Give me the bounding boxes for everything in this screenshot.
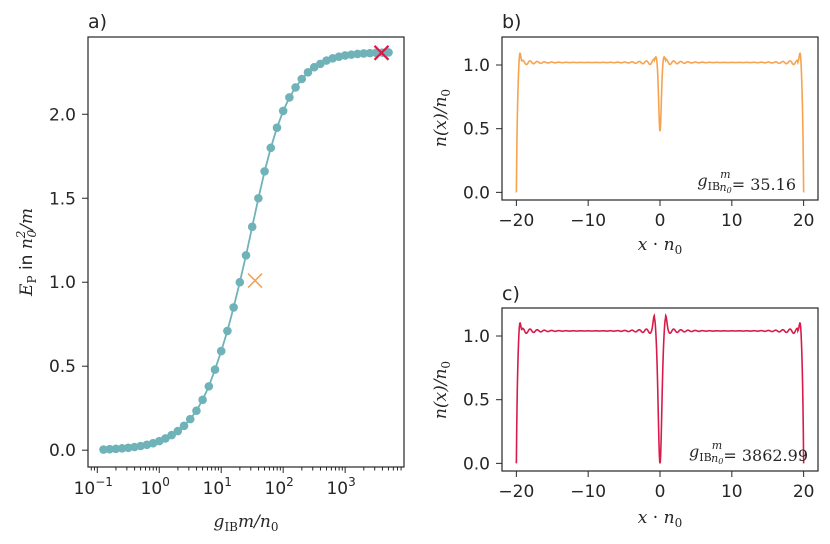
panel-c-annotation: gIBm n0= 3862.99 bbox=[689, 439, 808, 466]
panel-b-y-tick-label: 0.5 bbox=[463, 120, 490, 140]
panel-a-y-tick-label: 2.0 bbox=[49, 105, 76, 125]
panel-a-point bbox=[247, 222, 257, 232]
panel-b-label: b) bbox=[502, 11, 521, 33]
panel-b-x-axis-title: x · n0 bbox=[638, 235, 682, 257]
panel-a-y-ticks: 0.0 0.5 1.0 1.5 2.0 bbox=[49, 105, 88, 461]
panel-c-y-tick-label: 1.0 bbox=[463, 327, 490, 347]
panel-a-x-ticks: 10−1 100 101 102 103 bbox=[74, 467, 402, 499]
panel-a-point bbox=[117, 444, 127, 453]
panel-a-x-tick-label: 10−1 bbox=[74, 475, 113, 499]
panel-a-point bbox=[365, 48, 375, 58]
panel-a-point bbox=[260, 167, 269, 176]
panel-a-series bbox=[99, 48, 393, 454]
panel-a-x-tick-label: 102 bbox=[265, 475, 294, 499]
panel-a-x-axis-title: gIBm/n0 bbox=[214, 512, 279, 534]
panel-b-x-tick-label: −20 bbox=[498, 211, 534, 231]
panel-a-point bbox=[105, 444, 114, 454]
panel-c-x-tick-label: 20 bbox=[793, 482, 815, 502]
panel-a-point bbox=[167, 430, 176, 440]
panel-b-y-axis-title: n(x)/n0 bbox=[431, 89, 453, 147]
panel-c-y-tick-label: 0.0 bbox=[463, 454, 490, 474]
panel-c-density-line bbox=[515, 313, 805, 464]
panel-c-y-tick-label: 0.5 bbox=[463, 391, 490, 411]
panel-a-point bbox=[192, 406, 201, 416]
panel-a-point bbox=[216, 346, 226, 356]
panel-c-label: c) bbox=[502, 283, 520, 305]
panel-a-point bbox=[235, 277, 245, 287]
panel-a-point bbox=[278, 106, 288, 116]
panel-a-point bbox=[198, 395, 207, 405]
panel-a-point bbox=[99, 445, 108, 454]
panel-c-x-tick-label: 0 bbox=[655, 482, 666, 502]
panel-c-x-ticks: −20 −10 0 10 20 bbox=[498, 471, 814, 502]
panel-a-point bbox=[384, 48, 393, 57]
panel-c-x-tick-label: 10 bbox=[721, 482, 743, 502]
panel-a-point bbox=[241, 251, 251, 260]
panel-a-point bbox=[210, 365, 220, 374]
panel-a-point bbox=[223, 326, 232, 336]
panel-a-x-tick-label: 100 bbox=[141, 475, 170, 499]
panel-b-x-tick-label: 10 bbox=[721, 211, 743, 231]
panel-b-x-ticks: −20 −10 0 10 20 bbox=[498, 200, 814, 231]
panel-b-density-line bbox=[515, 52, 805, 193]
panel-a-point bbox=[266, 143, 276, 153]
panel-a-point bbox=[229, 303, 238, 312]
panel-a-point bbox=[173, 426, 183, 436]
panel-a: a) 10−1 100 101 102 103 0.0 0.5 1.0 1.5 2.0 gIBm… bbox=[14, 11, 405, 534]
panel-a-point bbox=[291, 83, 300, 92]
panel-a-y-axis-title: EP in n20/m bbox=[14, 208, 39, 297]
panel-a-y-tick-label: 0.0 bbox=[49, 441, 76, 461]
panel-c-x-tick-label: −10 bbox=[570, 482, 606, 502]
panel-c-annotation-value: = 3862.99 bbox=[723, 446, 808, 465]
panel-a-point bbox=[303, 67, 313, 77]
panel-b-annotation-value: = 35.16 bbox=[732, 175, 796, 194]
panel-a-point bbox=[185, 414, 195, 424]
panel-c-x-tick-label: −20 bbox=[498, 482, 534, 502]
panel-c: c) −20 −10 0 10 20 0.0 0.5 1.0 gIBm n0= 3862.99… bbox=[431, 283, 819, 530]
panel-a-marker-mid bbox=[247, 272, 263, 289]
panel-a-point bbox=[179, 421, 189, 431]
panel-b-y-ticks: 0.0 0.5 1.0 bbox=[463, 56, 502, 203]
panel-a-point bbox=[359, 49, 369, 58]
panel-a-frame bbox=[87, 36, 405, 468]
panel-a-y-tick-label: 0.5 bbox=[49, 357, 76, 377]
panel-a-line bbox=[103, 51, 389, 451]
panel-a-point bbox=[272, 123, 282, 133]
panel-b-y-tick-label: 0.0 bbox=[463, 183, 490, 203]
panel-a-markers bbox=[247, 45, 390, 289]
panel-b-annotation: gIBm n0= 35.16 bbox=[697, 168, 796, 195]
panel-a-x-tick-label: 103 bbox=[326, 475, 355, 499]
panel-a-label: a) bbox=[88, 11, 107, 33]
panel-a-y-tick-label: 1.0 bbox=[49, 273, 76, 293]
panel-c-x-axis-title: x · n0 bbox=[638, 508, 682, 530]
panel-a-point bbox=[285, 93, 294, 102]
panel-c-y-axis-title: n(x)/n0 bbox=[431, 361, 453, 419]
panel-b-x-tick-label: −10 bbox=[570, 211, 606, 231]
panel-b: b) −20 −10 0 10 20 0.0 0.5 1.0 gIBm n0= 35.16 x… bbox=[431, 11, 819, 257]
panel-b-x-tick-label: 0 bbox=[655, 211, 666, 231]
panel-a-point bbox=[297, 74, 307, 84]
panel-a-x-tick-label: 101 bbox=[203, 475, 232, 499]
panel-b-y-tick-label: 1.0 bbox=[463, 56, 490, 76]
panel-b-x-tick-label: 20 bbox=[793, 211, 815, 231]
panel-a-y-tick-label: 1.5 bbox=[49, 189, 76, 209]
panel-a-point bbox=[347, 50, 356, 59]
panel-a-point bbox=[111, 444, 121, 454]
panel-c-y-ticks: 0.0 0.5 1.0 bbox=[463, 327, 502, 474]
panel-a-point bbox=[254, 193, 263, 203]
panel-a-point bbox=[204, 382, 214, 391]
panel-a-point bbox=[353, 49, 362, 59]
panel-a-marker-end bbox=[373, 45, 390, 61]
